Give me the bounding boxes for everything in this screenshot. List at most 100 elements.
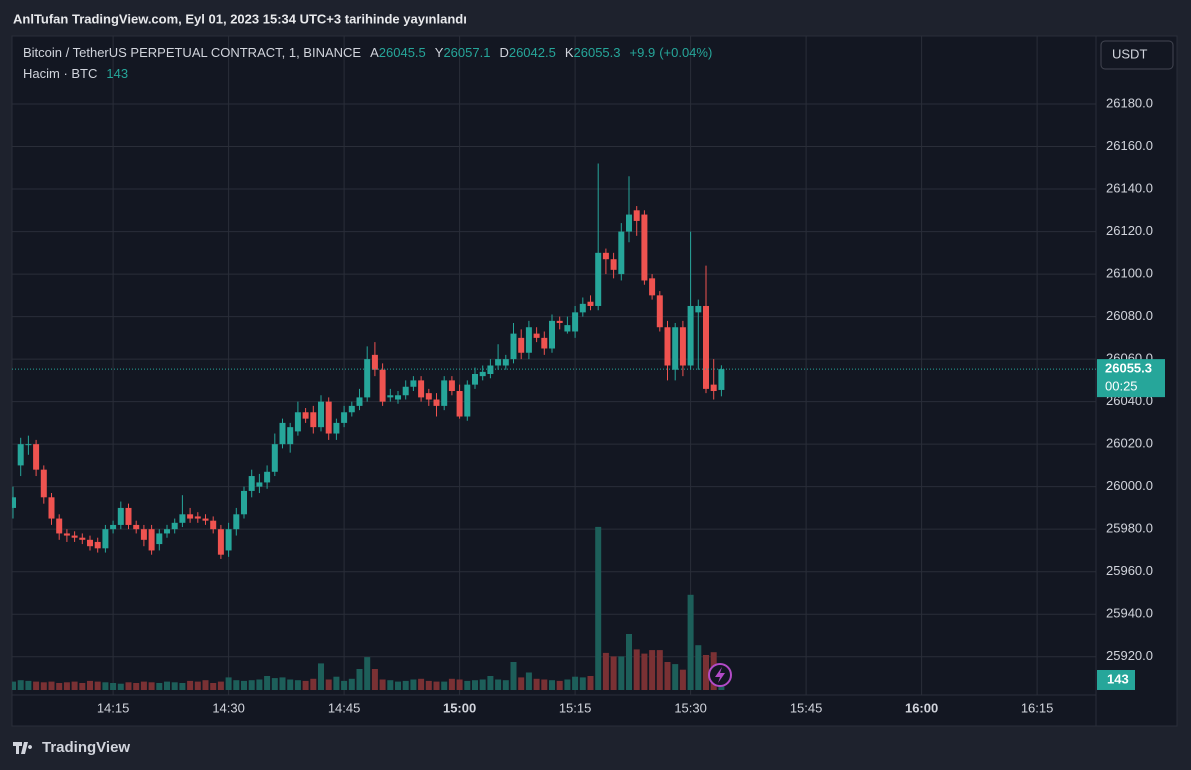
x-tick-label: 14:15 bbox=[97, 700, 130, 715]
candle-body bbox=[618, 231, 625, 275]
volume-bar bbox=[672, 664, 679, 690]
candle-body bbox=[456, 391, 463, 417]
x-tick-label: 15:30 bbox=[674, 700, 707, 715]
candle-body bbox=[587, 301, 594, 306]
candle-body bbox=[479, 371, 486, 377]
candle-body bbox=[63, 533, 70, 536]
volume-bar bbox=[579, 677, 586, 690]
candle-body bbox=[425, 393, 432, 400]
volume-bar bbox=[271, 678, 278, 690]
volume-bar bbox=[25, 680, 32, 690]
volume-bar bbox=[364, 657, 371, 690]
volume-bar bbox=[641, 653, 648, 690]
ohlc-label: A bbox=[370, 45, 379, 60]
legend: Bitcoin / TetherUS PERPETUAL CONTRACT, 1… bbox=[23, 45, 712, 60]
volume-bar bbox=[448, 678, 455, 690]
candle-body bbox=[472, 374, 478, 385]
x-tick-label: 14:45 bbox=[328, 700, 361, 715]
candle-body bbox=[12, 497, 16, 508]
y-tick-label: 26140.0 bbox=[1106, 180, 1153, 195]
volume-bar bbox=[117, 683, 124, 690]
candle-body bbox=[487, 365, 494, 375]
ohlc-label: K bbox=[565, 45, 574, 60]
volume-bar bbox=[156, 683, 163, 690]
candle-body bbox=[718, 369, 725, 390]
currency-button[interactable] bbox=[1100, 40, 1174, 70]
volume-bar bbox=[287, 679, 294, 690]
volume-bar bbox=[587, 676, 594, 690]
chart-area bbox=[11, 35, 1178, 727]
candle-body bbox=[102, 529, 109, 549]
candle-body bbox=[325, 401, 332, 434]
volume-bar bbox=[518, 677, 525, 690]
volume-bar bbox=[202, 680, 209, 690]
y-tick-label: 26160.0 bbox=[1106, 138, 1153, 153]
candle-body bbox=[279, 422, 286, 445]
volume-bar bbox=[541, 679, 548, 690]
candle-body bbox=[572, 312, 579, 332]
ohlc-label: D bbox=[499, 45, 508, 60]
volume-bar bbox=[17, 680, 24, 690]
x-tick-label: 15:15 bbox=[559, 700, 592, 715]
volume-bar bbox=[656, 650, 663, 690]
volume-bar bbox=[618, 656, 625, 690]
volume-bar bbox=[94, 681, 101, 690]
candle-body bbox=[217, 529, 224, 555]
candle-body bbox=[302, 412, 309, 419]
candle-body bbox=[448, 380, 455, 392]
candle-body bbox=[595, 252, 602, 306]
candle-body bbox=[94, 541, 101, 549]
volume-bar bbox=[217, 681, 224, 690]
volume-bar bbox=[649, 650, 656, 690]
change: +9.9 bbox=[630, 45, 656, 60]
volume-bar bbox=[533, 678, 540, 690]
candle-body bbox=[402, 386, 409, 396]
x-tick-label: 14:30 bbox=[212, 700, 245, 715]
volume-legend: Hacim · BTC 143 bbox=[23, 66, 128, 81]
volume-bar bbox=[179, 683, 186, 690]
volume-bar bbox=[595, 526, 602, 690]
volume-bar bbox=[525, 672, 532, 690]
volume-bar bbox=[333, 676, 340, 690]
publish-title: AnlTufan TradingView.com, Eyl 01, 2023 1… bbox=[13, 11, 467, 26]
volume-bar bbox=[125, 682, 132, 690]
candle-body bbox=[518, 337, 525, 353]
volume-bar bbox=[63, 682, 70, 690]
volume-bar bbox=[348, 678, 355, 690]
volume-bar bbox=[356, 669, 363, 690]
volume-bar bbox=[133, 683, 140, 690]
volume-label: Hacim · BTC bbox=[23, 66, 97, 81]
candle-body bbox=[110, 524, 117, 530]
volume-bar bbox=[148, 682, 155, 690]
candle-body bbox=[541, 337, 548, 349]
volume-bar bbox=[279, 677, 286, 690]
volume-bar bbox=[33, 681, 40, 690]
candle-body bbox=[194, 516, 201, 519]
candle-body bbox=[525, 327, 532, 353]
volume-bar bbox=[418, 678, 425, 690]
countdown-label: 00:25 bbox=[1105, 379, 1138, 394]
y-tick-label: 25960.0 bbox=[1106, 563, 1153, 578]
y-tick-label: 26180.0 bbox=[1106, 95, 1153, 110]
symbol: Bitcoin / TetherUS PERPETUAL CONTRACT, 1… bbox=[23, 45, 361, 60]
volume-bar bbox=[79, 683, 86, 690]
candle-body bbox=[56, 518, 63, 534]
volume-bar bbox=[12, 681, 16, 690]
ohlc-value: 26057.1 bbox=[443, 45, 490, 60]
candle-body bbox=[556, 320, 563, 323]
volume-bar bbox=[679, 669, 686, 690]
volume-bar bbox=[341, 680, 348, 690]
candle-body bbox=[510, 333, 517, 360]
candle-body bbox=[256, 482, 263, 487]
currency-label[interactable]: USDT bbox=[1112, 46, 1147, 61]
candle-body bbox=[210, 520, 217, 530]
y-tick-label: 26000.0 bbox=[1106, 478, 1153, 493]
volume-bar bbox=[248, 680, 255, 690]
volume-bar bbox=[479, 679, 486, 690]
volume-bar bbox=[140, 681, 147, 690]
volume-bar bbox=[695, 645, 702, 690]
candle-body bbox=[710, 384, 717, 392]
volume-bar bbox=[633, 649, 640, 690]
candle-body bbox=[502, 359, 509, 366]
x-tick-label: 16:15 bbox=[1021, 700, 1054, 715]
